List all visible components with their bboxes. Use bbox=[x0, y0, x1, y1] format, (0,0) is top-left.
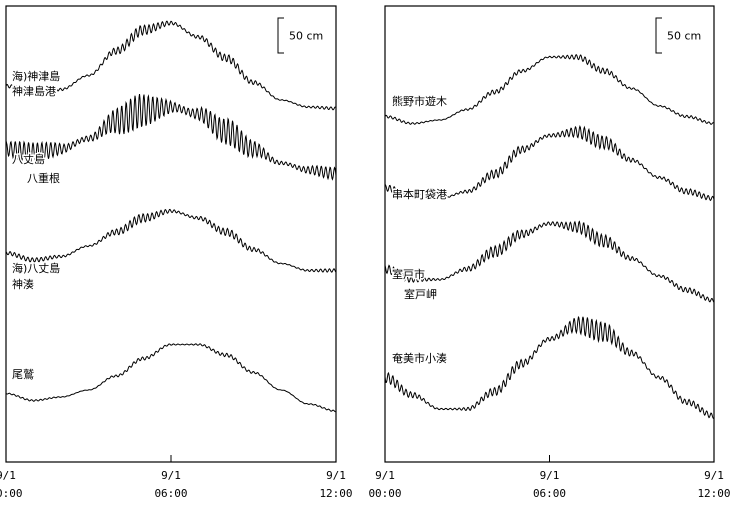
station-label: 八重根 bbox=[27, 171, 60, 185]
x-tick-date: 9/1 bbox=[704, 469, 724, 482]
x-tick-time: 00:00 bbox=[0, 487, 23, 500]
x-tick-date: 9/1 bbox=[161, 469, 181, 482]
x-tick-time: 00:00 bbox=[368, 487, 401, 500]
station-label: 八丈島 bbox=[12, 152, 45, 166]
tide-trace-2-3 bbox=[384, 220, 715, 303]
x-tick-time: 12:00 bbox=[697, 487, 730, 500]
tide-trace-1-4 bbox=[5, 343, 337, 413]
tide-trace-2-2 bbox=[384, 124, 715, 202]
station-label: 奄美市小湊 bbox=[392, 351, 447, 365]
x-tick-time: 06:00 bbox=[533, 487, 566, 500]
tide-trace-1-2 bbox=[5, 94, 337, 181]
right-panel-frame bbox=[384, 5, 715, 463]
tide-trace-2-4 bbox=[384, 315, 715, 420]
x-tick-date: 9/1 bbox=[0, 469, 16, 482]
scale-bar bbox=[277, 17, 284, 54]
station-label: 熊野市遊木 bbox=[392, 94, 447, 108]
scale-bar-label: 50 cm bbox=[667, 30, 701, 43]
x-tick-date: 9/1 bbox=[540, 469, 560, 482]
tide-trace-1-3 bbox=[5, 208, 337, 273]
station-label: 串本町袋港 bbox=[392, 187, 447, 201]
scale-bar bbox=[655, 17, 662, 54]
x-tick-time: 12:00 bbox=[319, 487, 352, 500]
tide-trace-2-1 bbox=[384, 54, 715, 125]
station-label: 神津島港 bbox=[12, 84, 56, 98]
station-label: 海)八丈島 bbox=[12, 261, 60, 275]
station-label: 神湊 bbox=[12, 277, 34, 291]
scale-bar-label: 50 cm bbox=[289, 30, 323, 43]
x-tick-date: 9/1 bbox=[375, 469, 395, 482]
x-tick-time: 06:00 bbox=[154, 487, 187, 500]
x-tick-date: 9/1 bbox=[326, 469, 346, 482]
tide-trace-1-1 bbox=[5, 20, 337, 111]
station-label: 尾鷲 bbox=[12, 367, 34, 381]
station-label: 室戸岬 bbox=[404, 287, 437, 301]
station-label: 室戸市 bbox=[392, 267, 425, 281]
station-label: 海)神津島 bbox=[12, 69, 60, 83]
